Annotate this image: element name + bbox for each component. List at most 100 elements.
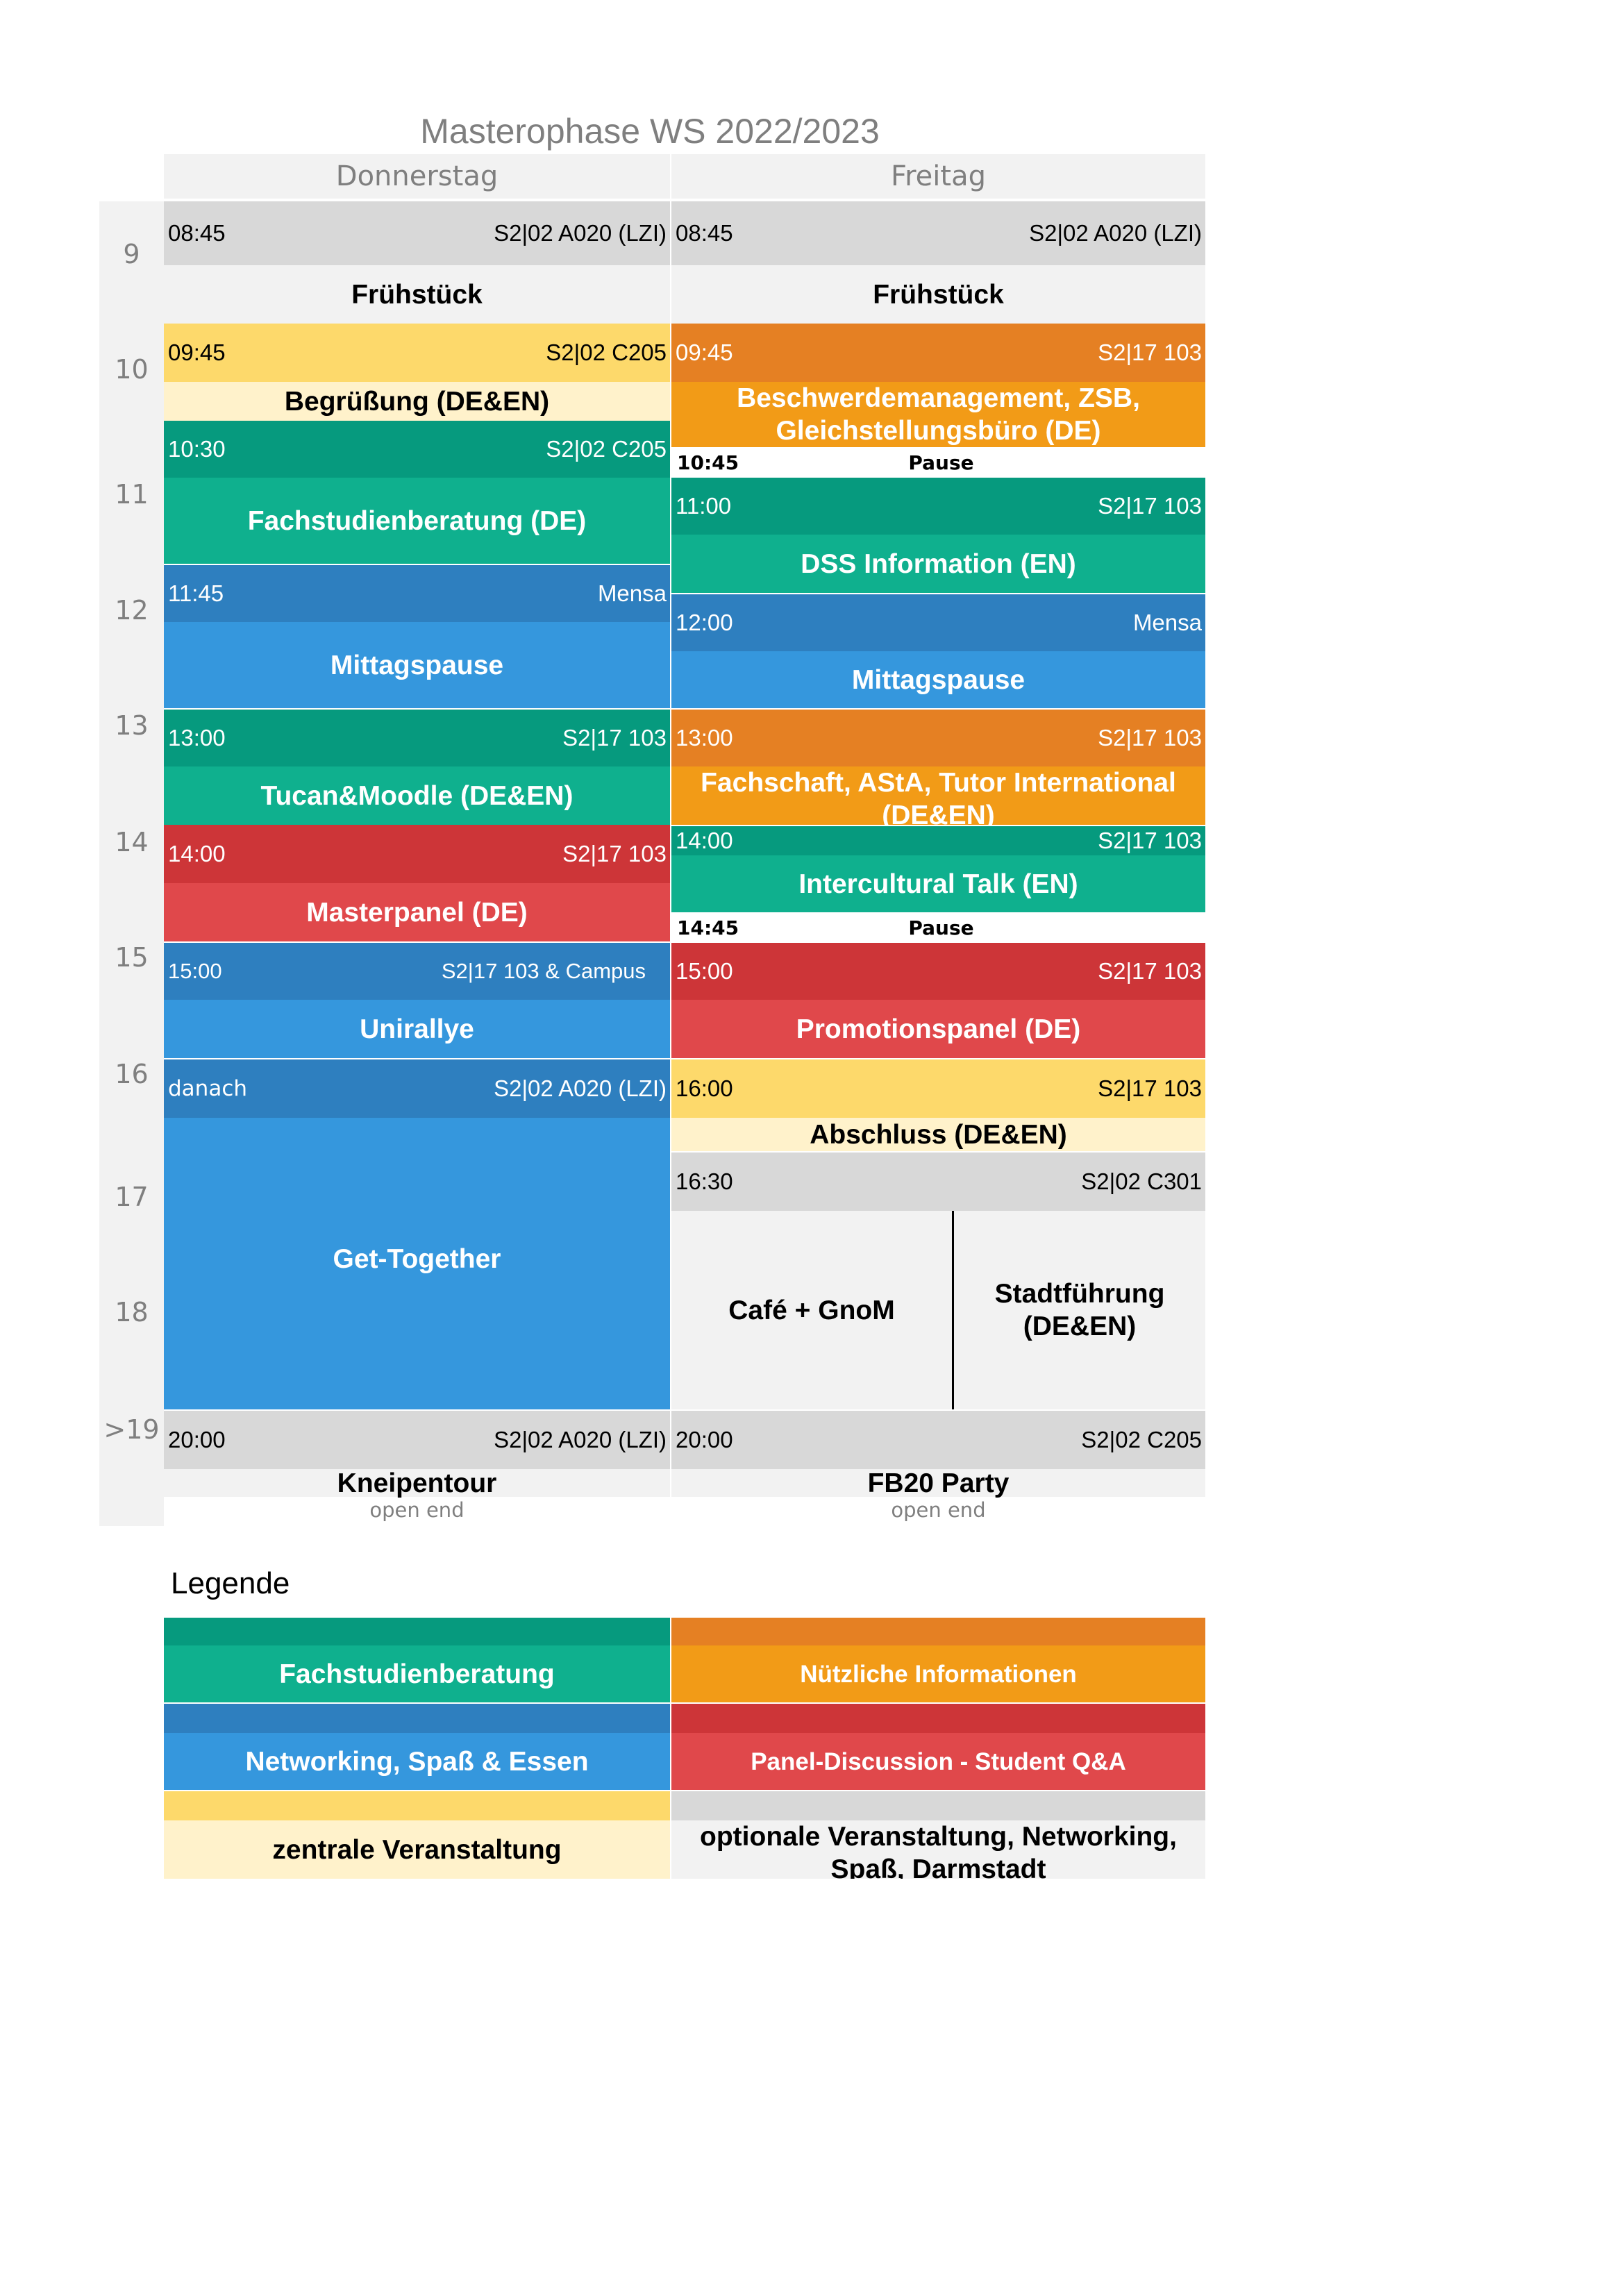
event-time: 09:45 — [676, 340, 733, 365]
event-room: S2|17 103 — [562, 725, 667, 751]
event-time: 15:00 — [676, 958, 733, 984]
event-room: S2|17 103 — [1098, 493, 1202, 519]
pause-time: 14:45 — [677, 916, 739, 939]
event-city-tour: Stadtführung (DE&EN) — [954, 1211, 1205, 1409]
event-tucan: Tucan&Moodle (DE&EN) — [164, 766, 670, 825]
event-welcome: Begrüßung (DE&EN) — [164, 382, 670, 421]
legend-swatch-dark — [671, 1618, 1205, 1645]
pause-label: Pause — [908, 916, 974, 939]
event-breakfast-thu: Frühstück — [164, 265, 670, 324]
event-time: 16:30 — [676, 1168, 733, 1194]
open-end-note-fri: open end — [891, 1498, 986, 1522]
event-header-optional: 16:30 S2|02 C301 — [671, 1153, 1205, 1211]
event-time: 13:00 — [168, 725, 226, 751]
event-header-closing: 16:00 S2|17 103 — [671, 1059, 1205, 1118]
legend-item-panel: Panel-Discussion - Student Q&A — [671, 1733, 1205, 1790]
event-time: 10:30 — [168, 436, 226, 462]
event-student-council: Fachschaft, AStA, Tutor International (D… — [671, 766, 1205, 825]
hour-column — [99, 201, 164, 1526]
hour-label: 9 — [123, 239, 140, 269]
legend-swatch-dark — [164, 1704, 670, 1733]
event-room: S2|17 103 & Campus — [441, 959, 646, 983]
event-header-masterpanel: 14:00 S2|17 103 — [164, 825, 670, 883]
event-lunch-fri: Mittagspause — [671, 651, 1205, 708]
event-header-intercultural: 14:00 S2|17 103 — [671, 826, 1205, 855]
legend-item-central: zentrale Veranstaltung — [164, 1820, 670, 1879]
event-header-breakfast-thu: 08:45 S2|02 A020 (LZI) — [164, 201, 670, 265]
event-header-lunch-thu: 11:45 Mensa — [164, 565, 670, 622]
legend-item-info: Nützliche Informationen — [671, 1645, 1205, 1702]
legend-item-networking: Networking, Spaß & Essen — [164, 1733, 670, 1790]
event-header-welcome: 09:45 S2|02 C205 — [164, 324, 670, 382]
hour-label: 10 — [115, 354, 149, 385]
event-header-lunch-fri: 12:00 Mensa — [671, 594, 1205, 651]
event-room: Mensa — [1132, 610, 1202, 635]
event-party: FB20 Party — [671, 1468, 1205, 1498]
hour-label: 17 — [115, 1182, 149, 1212]
event-header-phd-panel: 15:00 S2|17 103 — [671, 943, 1205, 1000]
event-header-party: 20:00 S2|02 C205 — [671, 1411, 1205, 1469]
event-room: S2|17 103 — [1098, 958, 1202, 984]
day-header-friday: Freitag — [671, 154, 1205, 199]
hour-label: 11 — [115, 479, 149, 510]
legend-swatch-dark — [671, 1704, 1205, 1733]
legend-title: Legende — [171, 1566, 290, 1600]
event-header-breakfast-fri: 08:45 S2|02 A020 (LZI) — [671, 201, 1205, 265]
pause-time: 10:45 — [677, 451, 739, 474]
event-header-student-council: 13:00 S2|17 103 — [671, 710, 1205, 766]
open-end-note-thu: open end — [369, 1498, 464, 1522]
event-time: 14:00 — [168, 841, 226, 866]
event-room: S2|02 A020 (LZI) — [1029, 220, 1202, 246]
event-complaints: Beschwerdemanagement, ZSB, Gleichstellun… — [671, 382, 1205, 447]
event-room: S2|17 103 — [562, 841, 667, 866]
hour-label: 18 — [115, 1297, 149, 1327]
event-lunch-thu: Mittagspause — [164, 622, 670, 708]
pause-label: Pause — [908, 451, 974, 474]
event-header-advising: 10:30 S2|02 C205 — [164, 421, 670, 478]
event-time: 08:45 — [168, 220, 226, 246]
event-time: 12:00 — [676, 610, 733, 635]
event-time: 11:00 — [676, 493, 732, 519]
hour-label: 14 — [115, 827, 149, 857]
event-header-complaints: 09:45 S2|17 103 — [671, 324, 1205, 382]
event-header-get-together: danach S2|02 A020 (LZI) — [164, 1059, 670, 1118]
hour-label: >19 — [103, 1414, 160, 1445]
event-time: 15:00 — [168, 959, 222, 983]
event-header-tucan: 13:00 S2|17 103 — [164, 710, 670, 766]
event-time: 11:45 — [168, 580, 224, 606]
event-room: Mensa — [597, 580, 667, 606]
column-divider — [952, 1211, 954, 1409]
event-time: 14:00 — [676, 828, 733, 853]
event-room: S2|02 C205 — [546, 436, 667, 462]
event-room: S2|17 103 — [1098, 828, 1202, 853]
hour-label: 15 — [115, 942, 149, 973]
event-room: S2|17 103 — [1098, 1075, 1202, 1101]
day-header-thursday: Donnerstag — [164, 154, 670, 199]
event-time: danach — [168, 1076, 248, 1101]
event-room: S2|02 C205 — [1081, 1427, 1202, 1452]
hour-label: 13 — [115, 710, 149, 741]
event-time: 16:00 — [676, 1075, 733, 1101]
event-room: S2|02 C301 — [1081, 1168, 1202, 1194]
event-room: S2|17 103 — [1098, 340, 1202, 365]
legend-item-optional: optionale Veranstaltung, Networking, Spa… — [671, 1820, 1205, 1879]
event-dss: DSS Information (EN) — [671, 535, 1205, 593]
page-title: Masterophase WS 2022/2023 — [420, 112, 880, 151]
event-pub-crawl: Kneipentour — [164, 1468, 670, 1498]
event-time: 20:00 — [676, 1427, 733, 1452]
event-header-dss: 11:00 S2|17 103 — [671, 478, 1205, 535]
event-time: 08:45 — [676, 220, 733, 246]
event-time: 13:00 — [676, 725, 733, 751]
event-advising: Fachstudienberatung (DE) — [164, 478, 670, 564]
event-closing: Abschluss (DE&EN) — [671, 1118, 1205, 1151]
event-room: S2|02 C205 — [546, 340, 667, 365]
legend-swatch-dark — [164, 1618, 670, 1645]
event-time: 20:00 — [168, 1427, 226, 1452]
event-header-unirallye: 15:00 S2|17 103 & Campus — [164, 943, 670, 1000]
legend-swatch-dark — [164, 1791, 670, 1820]
event-room: S2|02 A020 (LZI) — [494, 1427, 667, 1452]
event-room: S2|17 103 — [1098, 725, 1202, 751]
event-get-together: Get-Together — [164, 1118, 670, 1409]
hour-label: 12 — [115, 595, 149, 626]
hour-label: 16 — [115, 1059, 149, 1089]
